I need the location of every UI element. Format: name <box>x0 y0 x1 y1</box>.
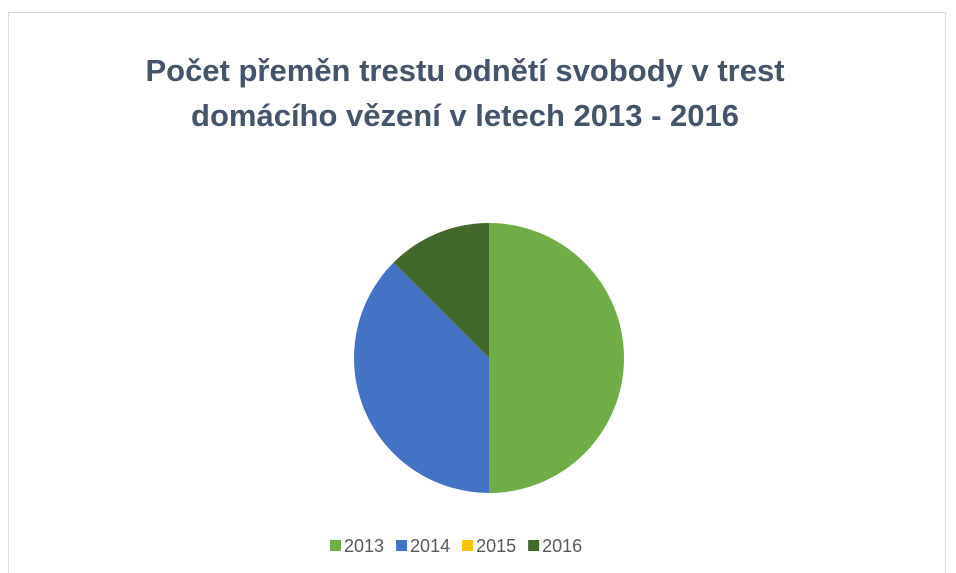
pie-slice <box>489 223 624 493</box>
legend-label: 2014 <box>410 536 450 556</box>
pie-slice <box>353 262 489 493</box>
legend-swatch <box>528 540 540 551</box>
legend-swatch <box>396 540 408 551</box>
legend-label: 2013 <box>344 536 384 556</box>
chart-title: Počet přeměn trestu odnětí svobody v tre… <box>145 53 785 133</box>
legend-swatch <box>330 540 341 551</box>
legend-label: 2015 <box>476 536 516 556</box>
chart-area <box>8 12 946 573</box>
legend-label: 2016 <box>542 536 582 556</box>
pie-slice <box>393 223 489 358</box>
legend-swatch <box>462 540 474 551</box>
